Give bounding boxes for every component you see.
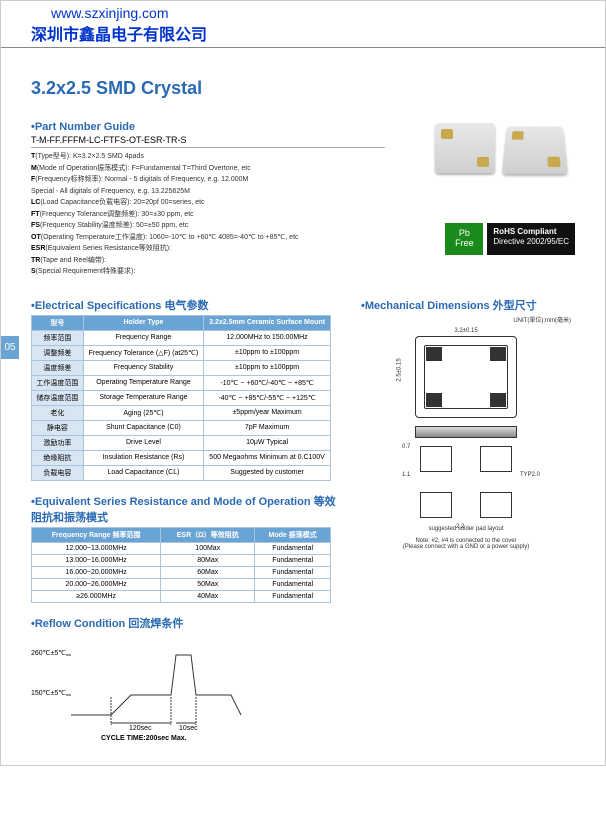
- pn-def-row: LC(Load Capacitance负载电容): 20=20pf 00=ser…: [31, 198, 385, 209]
- esr-table: Frequency Range 频率范围ESR（Ω）等效阻抗Mode 振荡模式1…: [31, 527, 331, 603]
- pn-def-row: ESR(Equivalent Series Resistance等效阻抗):: [31, 244, 385, 255]
- table-row: 12.000~13.000MHz100MaxFundamental: [32, 542, 331, 554]
- table-row: 频率范围Frequency Range12.000MHz to 150.00MH…: [32, 330, 331, 345]
- pb-free-badge: Pb Free: [445, 223, 483, 255]
- pn-def-row: TR(Tape and Reel编带):: [31, 256, 385, 267]
- elec-heading: •Electrical Specifications 电气参数: [31, 297, 341, 313]
- mech-dimensions-diagram: UNIT(單位):mm(毫米) 3.2±0.15 2.5±0.15: [361, 315, 571, 550]
- page-title: 3.2x2.5 SMD Crystal: [31, 78, 575, 99]
- table-row: 20.000~26.000MHz50MaxFundamental: [32, 578, 331, 590]
- table-row: ≥26.000MHz40MaxFundamental: [32, 590, 331, 602]
- table-row: 16.000~20.000MHz60MaxFundamental: [32, 566, 331, 578]
- part-number-heading: •Part Number Guide: [31, 121, 385, 133]
- header-url: www.szxinjing.com: [1, 1, 605, 21]
- pn-def-row: M(Mode of Operation振荡模式): F=Fundamental …: [31, 164, 385, 175]
- pn-def-row: OT(Operating Temperature工作温度): 1060=-10℃…: [31, 233, 385, 244]
- pn-def-row: F(Frequency标称频率): Normal - 5 digitals of…: [31, 175, 385, 186]
- part-number-defs: T(Type型号): K=3.2×2.5 SMD 4padsM(Mode of …: [31, 152, 385, 278]
- esr-heading: •Equivalent Series Resistance and Mode o…: [31, 493, 341, 525]
- reflow-heading: •Reflow Condition 回流焊条件: [31, 615, 341, 631]
- rohs-badge: RoHS Compliant Directive 2002/95/EC: [487, 223, 575, 255]
- elec-spec-table: 型号Holder Type3.2x2.5mm Ceramic Surface M…: [31, 315, 331, 481]
- table-row: 温度频差Frequency Stability±10ppm to ±100ppm: [32, 360, 331, 375]
- mech-heading: •Mechanical Dimensions 外型尺寸: [361, 297, 575, 313]
- pn-def-row: T(Type型号): K=3.2×2.5 SMD 4pads: [31, 152, 385, 163]
- table-row: 绝缘阻抗Insulation Resistance (Rs)500 Megaoh…: [32, 450, 331, 465]
- pn-def-row: S(Special Requirement特殊要求):: [31, 267, 385, 278]
- table-row: 激励功率Drive Level10μW Typical: [32, 435, 331, 450]
- table-row: 13.000~16.000MHz80MaxFundamental: [32, 554, 331, 566]
- pn-def-row: FT(Frequency Tolerance调整频差): 30=±30 ppm,…: [31, 210, 385, 221]
- table-row: 老化Aging (25℃)±5ppm/year Maximum: [32, 405, 331, 420]
- header-company: 深圳市鑫晶电子有限公司: [1, 21, 605, 48]
- reflow-diagram: 260℃±5℃ 150℃±5℃ 120sec 10sec CYCLE TIME:…: [31, 635, 291, 745]
- table-row: 负载电容Load Capacitance (CL)Suggested by cu…: [32, 465, 331, 480]
- pn-def-row: Special - All digitals of Frequency, e.g…: [31, 187, 385, 198]
- table-row: 工作温度范围Operating Temperature Range-10℃ ~ …: [32, 375, 331, 390]
- part-number-code: T-M-FF.FFFM-LC-FTFS-OT-ESR-TR-S: [31, 135, 385, 148]
- pn-def-row: FS(Frequency Stability温度频差): 50=±50 ppm,…: [31, 221, 385, 232]
- table-row: 调整频差Frequency Tolerance (△F) (at25℃)±10p…: [32, 345, 331, 360]
- product-image: [425, 123, 575, 203]
- table-row: 储存温度范围Storage Temperature Range-40℃ ~ +8…: [32, 390, 331, 405]
- table-row: 静电容Shunt Capacitance (C0)7pF Maximum: [32, 420, 331, 435]
